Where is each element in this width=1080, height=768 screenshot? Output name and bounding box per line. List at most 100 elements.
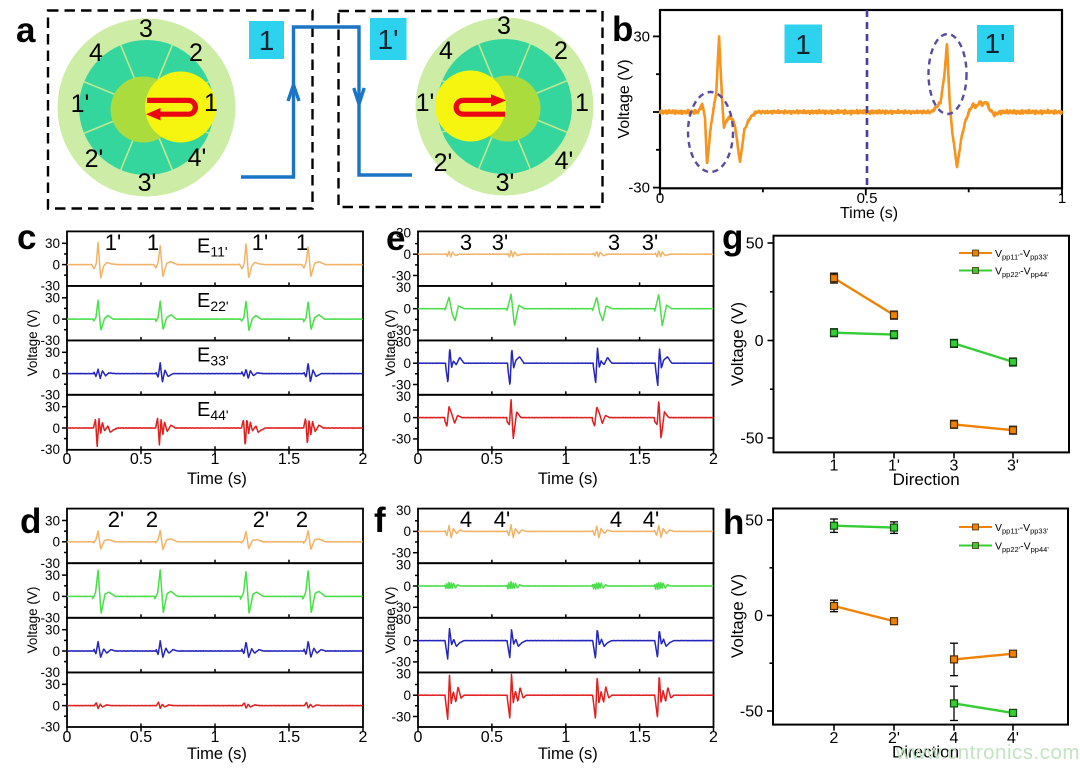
svg-text:2': 2' [253, 507, 269, 532]
svg-text:1: 1 [1058, 190, 1066, 207]
svg-text:0: 0 [52, 644, 60, 659]
svg-text:30: 30 [396, 389, 411, 404]
svg-text:3: 3 [950, 458, 959, 475]
svg-text:E44': E44' [197, 399, 229, 423]
svg-text:0: 0 [52, 698, 60, 713]
svg-text:0.5: 0.5 [857, 190, 878, 207]
svg-text:-30: -30 [391, 377, 411, 392]
svg-text:30: 30 [45, 568, 60, 583]
svg-text:4': 4' [494, 507, 510, 532]
svg-text:30: 30 [633, 28, 650, 45]
svg-text:0.5: 0.5 [130, 729, 152, 746]
svg-text:b: b [612, 10, 633, 49]
svg-text:30: 30 [396, 667, 411, 682]
svg-text:0.5: 0.5 [481, 451, 503, 468]
svg-text:1: 1 [795, 29, 811, 60]
svg-text:2: 2 [554, 37, 568, 65]
svg-text:4: 4 [439, 37, 453, 65]
svg-text:2': 2' [888, 730, 900, 747]
svg-text:Voltage (V): Voltage (V) [728, 302, 747, 386]
svg-text:E33': E33' [197, 344, 229, 368]
svg-text:4: 4 [610, 507, 622, 532]
svg-text:30: 30 [396, 280, 411, 295]
svg-text:1': 1' [985, 28, 1006, 59]
svg-text:Time (s): Time (s) [538, 745, 598, 763]
svg-text:2: 2 [709, 729, 718, 746]
svg-text:2: 2 [709, 451, 718, 468]
svg-text:0: 0 [52, 312, 60, 327]
svg-text:-50: -50 [740, 703, 763, 720]
svg-text:Voltage (V): Voltage (V) [616, 59, 633, 138]
svg-text:0: 0 [656, 190, 664, 207]
svg-text:30: 30 [45, 291, 60, 306]
svg-text:1.5: 1.5 [278, 451, 300, 468]
svg-text:0: 0 [414, 729, 423, 746]
svg-text:www.cntronics.com: www.cntronics.com [895, 741, 1080, 764]
svg-text:E11': E11' [197, 235, 228, 259]
svg-text:1: 1 [211, 451, 220, 468]
svg-text:-30: -30 [391, 432, 411, 447]
svg-text:1.5: 1.5 [628, 451, 650, 468]
svg-text:30: 30 [45, 236, 60, 251]
svg-text:0: 0 [755, 333, 764, 350]
svg-text:-30: -30 [40, 442, 60, 457]
svg-text:Time (s): Time (s) [538, 470, 598, 488]
svg-text:f: f [374, 501, 386, 540]
svg-text:2: 2 [830, 730, 839, 747]
svg-text:4: 4 [950, 730, 959, 747]
svg-text:3: 3 [497, 12, 511, 40]
svg-text:-30: -30 [40, 279, 60, 294]
svg-text:Voltage (V): Voltage (V) [25, 310, 40, 377]
svg-text:0: 0 [403, 302, 411, 317]
svg-text:0: 0 [52, 589, 60, 604]
svg-text:1: 1 [147, 230, 159, 255]
svg-text:0.5: 0.5 [130, 451, 152, 468]
svg-text:3: 3 [608, 230, 620, 255]
svg-text:50: 50 [745, 512, 763, 529]
svg-text:3: 3 [139, 15, 153, 43]
svg-text:Voltage (V): Voltage (V) [25, 587, 40, 654]
svg-text:30: 30 [45, 400, 60, 415]
svg-text:-30: -30 [391, 600, 411, 615]
svg-text:1: 1 [211, 729, 220, 746]
svg-text:a: a [16, 11, 36, 50]
svg-text:4: 4 [89, 39, 103, 67]
svg-text:1': 1' [252, 230, 268, 255]
svg-text:2': 2' [108, 507, 124, 532]
svg-text:-30: -30 [40, 665, 60, 680]
svg-text:E22': E22' [197, 290, 229, 314]
svg-text:1: 1 [561, 729, 570, 746]
svg-text:0: 0 [52, 257, 60, 272]
svg-text:-30: -30 [628, 180, 650, 197]
svg-text:30: 30 [396, 558, 411, 573]
svg-text:3': 3' [138, 169, 157, 197]
svg-text:0: 0 [52, 421, 60, 436]
svg-text:1: 1 [296, 230, 308, 255]
svg-text:4': 4' [555, 147, 574, 175]
svg-text:Time (s): Time (s) [187, 470, 247, 488]
svg-text:0: 0 [63, 451, 72, 468]
svg-text:1: 1 [561, 451, 570, 468]
svg-text:Vpp11'-Vpp33': Vpp11'-Vpp33' [995, 522, 1049, 536]
svg-text:Vpp22'-Vpp44': Vpp22'-Vpp44' [995, 541, 1049, 555]
svg-text:30: 30 [396, 612, 411, 627]
svg-text:4': 4' [1007, 730, 1019, 747]
svg-text:-30: -30 [391, 268, 411, 283]
svg-text:1.5: 1.5 [628, 729, 650, 746]
svg-text:-30: -30 [40, 611, 60, 626]
svg-text:50: 50 [746, 235, 764, 252]
svg-text:g: g [722, 218, 743, 257]
svg-text:3: 3 [460, 230, 472, 255]
svg-text:2': 2' [434, 149, 453, 177]
svg-text:1: 1 [830, 458, 839, 475]
svg-text:0.5: 0.5 [481, 729, 503, 746]
svg-text:h: h [723, 503, 744, 542]
svg-text:4': 4' [188, 144, 207, 172]
svg-text:1: 1 [575, 89, 589, 117]
svg-text:1': 1' [71, 90, 90, 118]
svg-text:1': 1' [105, 230, 121, 255]
svg-text:3': 3' [1007, 458, 1019, 475]
svg-text:3': 3' [642, 230, 658, 255]
svg-text:1': 1' [378, 24, 399, 55]
svg-text:2: 2 [189, 39, 203, 67]
